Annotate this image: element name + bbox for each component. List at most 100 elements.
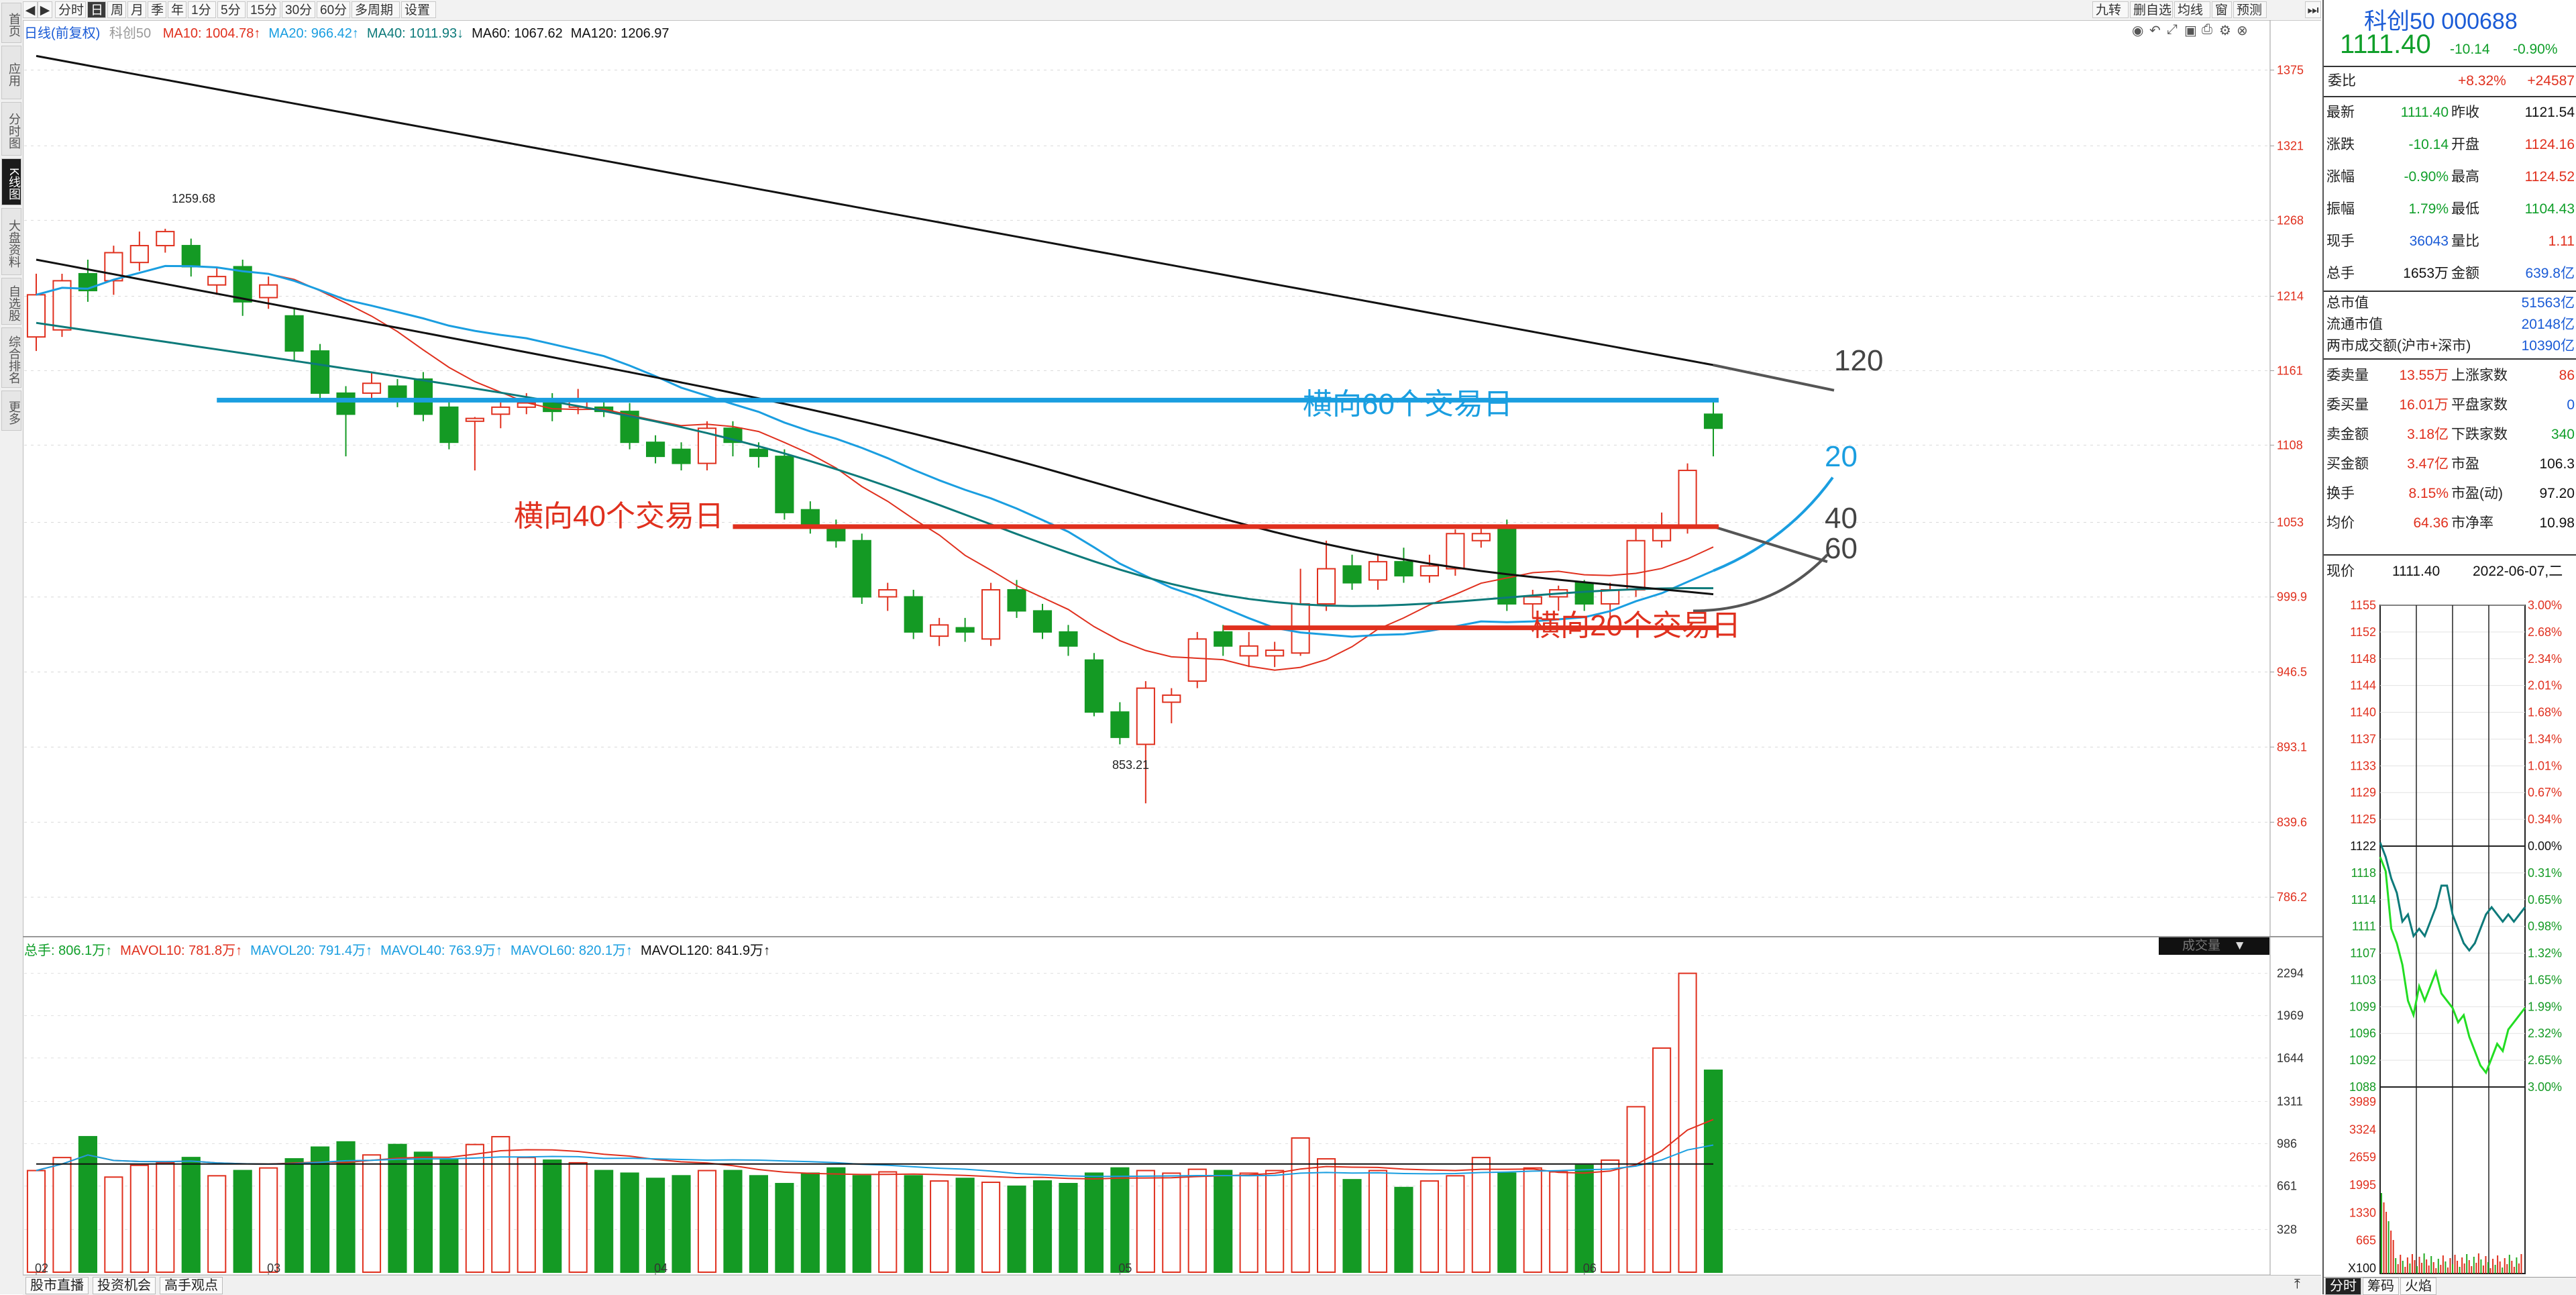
quote-value: 1653万	[2403, 266, 2449, 281]
collapse-icon[interactable]: ⏭	[2305, 1, 2321, 18]
toolbar-right-1[interactable]: 删自选	[2130, 1, 2173, 18]
period-tab-2[interactable]: 周	[107, 1, 126, 18]
zoom-icon[interactable]: ⤢	[2167, 22, 2178, 37]
quote-value: 1111.40	[2400, 105, 2449, 120]
period-tab-3[interactable]: 月	[127, 1, 146, 18]
left-nav-0[interactable]: 首页	[1, 3, 21, 43]
back-icon[interactable]: ↶	[2149, 23, 2161, 38]
mini-pct-label: 0.65%	[2528, 893, 2562, 907]
mini-price-label: 1125	[2350, 813, 2376, 826]
date-axis-label: 04	[654, 1261, 667, 1275]
period-tab-6[interactable]: 1分	[188, 1, 216, 18]
mini-pct-label: 0.31%	[2528, 866, 2562, 880]
left-nav-5[interactable]: 自选股	[1, 278, 21, 325]
bottom-tab-2[interactable]: 高手观点	[160, 1277, 223, 1294]
period-tab-11[interactable]: 多周期	[352, 1, 400, 18]
volume-bar	[1084, 1172, 1104, 1274]
vol-axis-label: 2294	[2277, 967, 2304, 980]
left-nav-1[interactable]: 应用	[1, 46, 21, 99]
trend-arrow-icon: ↑	[366, 943, 373, 958]
mini-price-label: 1107	[2350, 947, 2376, 960]
bottom-tab-bar: 股市直播 投资机会 高手观点 ⤒	[23, 1275, 2321, 1295]
kline-chart[interactable]: 1375 1321 1268 1214 1161 1108 1053 999.9 946.5 89…	[23, 20, 2322, 1275]
vol-axis-label: 1969	[2277, 1009, 2304, 1023]
stat-value: 8.15%	[2408, 486, 2449, 501]
date-axis-label: 06	[1583, 1261, 1597, 1275]
price-axis-label: 1268	[2277, 213, 2304, 227]
volume-bar	[1059, 1182, 1078, 1274]
volume-bar	[1368, 1170, 1388, 1274]
period-tab-9[interactable]: 30分	[282, 1, 315, 18]
close-icon[interactable]: ⊗	[2237, 23, 2248, 38]
panel-tab-0[interactable]: 分时	[2325, 1278, 2361, 1295]
mini-pct-label: 0.98%	[2528, 920, 2562, 933]
toolbar-right-0[interactable]: 九转	[2092, 1, 2129, 18]
period-tab-12[interactable]: 设置	[401, 1, 436, 18]
volume-bar	[413, 1151, 433, 1274]
period-tab-5[interactable]: 年	[168, 1, 186, 18]
left-nav-7[interactable]: 更多	[1, 391, 21, 431]
volume-bar	[620, 1172, 639, 1274]
candle	[129, 231, 149, 271]
pin-icon[interactable]: ⤒	[2294, 1277, 2300, 1292]
market-label: 总市值	[2326, 295, 2369, 311]
nav-forward-icon[interactable]: ▶	[38, 1, 52, 18]
toolbar-right-4[interactable]: 预测	[2233, 1, 2267, 18]
settings-icon[interactable]: ⚙	[2219, 23, 2231, 38]
candle	[878, 582, 898, 611]
candle	[1265, 641, 1285, 668]
left-nav-3[interactable]: K线图	[1, 158, 21, 205]
period-tab-8[interactable]: 15分	[247, 1, 280, 18]
period-tab-7[interactable]: 5分	[217, 1, 246, 18]
trend-arrow-icon: ↑	[496, 943, 503, 958]
mini-pct-label: 3.00%	[2528, 599, 2562, 612]
period-tab-1[interactable]: 日	[87, 1, 106, 18]
panel-tab-1[interactable]: 筹码	[2363, 1278, 2399, 1295]
left-nav-6[interactable]: 综合排名	[1, 327, 21, 388]
candle	[336, 386, 356, 457]
bottom-tab-1[interactable]: 投资机会	[93, 1277, 156, 1294]
stat-label: 买金额	[2326, 456, 2369, 472]
eye-icon[interactable]: ◉	[2132, 23, 2144, 38]
quote-value: -10.14	[2408, 137, 2449, 152]
candle	[26, 273, 46, 352]
quote-value: 639.8亿	[2525, 266, 2575, 281]
intraday-mini-chart[interactable]: 1155 3.00% 1152 2.68% 1148 2.34% 1144 2.01% 1140…	[2324, 590, 2576, 1275]
period-tab-10[interactable]: 60分	[317, 1, 350, 18]
date-axis-label: 02	[35, 1261, 48, 1275]
candle	[388, 378, 407, 407]
mini-pct-label: 0.00%	[2528, 839, 2562, 853]
volume-bar	[1291, 1137, 1310, 1273]
period-tab-4[interactable]: 季	[148, 1, 166, 18]
lock-icon[interactable]: ▣	[2184, 23, 2197, 38]
nav-back-icon[interactable]: ◀	[23, 1, 38, 18]
toolbar-right-3[interactable]: 窗	[2212, 1, 2232, 18]
candle	[207, 268, 227, 295]
left-nav-4[interactable]: 大盘资料	[1, 208, 21, 275]
stat-label: 卖金额	[2326, 427, 2369, 442]
annotation-h40: 横向40个交易日	[514, 500, 724, 533]
volume-bar	[1187, 1168, 1207, 1273]
vol-legend-1: MAVOL10: 781.8万↑	[120, 943, 242, 958]
bottom-tab-0[interactable]: 股市直播	[25, 1277, 89, 1294]
volume-bar	[826, 1167, 846, 1273]
candle	[491, 400, 511, 429]
period-toolbar: ◀ ▶ 分时日周月季年 1分 5分 15分 30分 60分 多周期 设置 九转 删自选 均线窗预测 ⏭	[23, 0, 2321, 21]
volume-bar	[1549, 1171, 1568, 1274]
ma-legend-value: MA40: 1011.93	[366, 26, 458, 41]
candle	[284, 309, 304, 361]
candle	[1703, 400, 1723, 457]
now-label: 现价	[2326, 564, 2355, 579]
candle	[930, 617, 949, 646]
left-nav-2[interactable]: 分时图	[1, 102, 21, 156]
intraday-avg-line	[2379, 842, 2526, 952]
quote-label: 总手	[2326, 266, 2355, 281]
period-tab-0[interactable]: 分时	[55, 1, 86, 18]
print-icon[interactable]: ⎙	[2202, 22, 2212, 37]
panel-tab-2[interactable]: 火焰	[2400, 1278, 2436, 1295]
volume-bar	[1342, 1179, 1362, 1274]
volume-bar	[284, 1158, 304, 1273]
mini-price-label: 1114	[2351, 893, 2376, 907]
toolbar-right-2[interactable]: 均线	[2174, 1, 2210, 18]
indicator-dropdown[interactable]: 成交量 ▼	[2159, 937, 2269, 955]
